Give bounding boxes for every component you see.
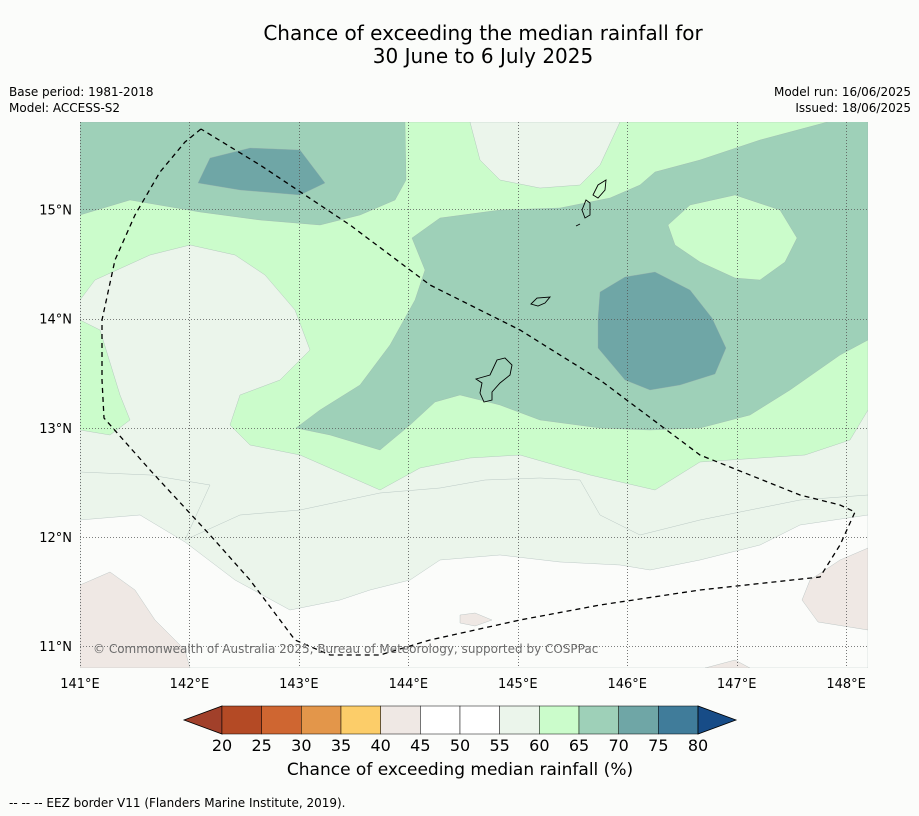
lon-tick-label: 143°E xyxy=(279,677,319,692)
colorbar-tick-label: 35 xyxy=(331,736,351,755)
lon-tick-label: 147°E xyxy=(717,677,757,692)
colorbar-over-arrow xyxy=(697,705,738,735)
island-saipan xyxy=(592,179,607,199)
lon-tick-label: 141°E xyxy=(60,677,100,692)
zone-55-60-north xyxy=(469,122,621,189)
issued-date: Issued: 18/06/2025 xyxy=(795,101,911,115)
map-plot-area: © Commonwealth of Australia 2025, Bureau… xyxy=(80,122,868,668)
latitude-labels: 15°N 14°N 13°N 12°N 11°N xyxy=(39,203,72,655)
lat-tick-label: 13°N xyxy=(39,422,72,437)
colorbar-segment xyxy=(261,705,302,735)
colorbar-segment xyxy=(301,705,342,735)
lon-tick-label: 142°E xyxy=(170,677,210,692)
zone-40-45-southeast xyxy=(801,547,868,631)
copyright-text: © Commonwealth of Australia 2025, Bureau… xyxy=(93,642,598,656)
gridlines xyxy=(80,122,868,668)
colorbar-segment xyxy=(658,705,699,735)
colorbar-tick-label: 65 xyxy=(569,736,589,755)
colorbar-tick-label: 75 xyxy=(648,736,668,755)
colorbar-tick-label: 40 xyxy=(370,736,390,755)
zone-60-65-pocket xyxy=(667,194,798,281)
colorbar-segment xyxy=(420,705,461,735)
colorbar-label: Chance of exceeding median rainfall (%) xyxy=(286,760,634,780)
eez-footnote: -- -- -- EEZ border V11 (Flanders Marine… xyxy=(9,796,346,810)
island-rota xyxy=(530,296,552,307)
lat-tick-label: 14°N xyxy=(39,313,72,328)
colorbar-segment xyxy=(340,705,381,735)
colorbar-segment xyxy=(578,705,619,735)
colorbar-tick-label: 20 xyxy=(212,736,232,755)
island-tinian xyxy=(581,199,591,219)
eez-border xyxy=(101,128,856,656)
zone-60-65-west xyxy=(80,319,131,436)
colorbar-tick-label: 25 xyxy=(251,736,271,755)
zone-40-45-bottom xyxy=(704,659,751,668)
islands xyxy=(474,179,607,403)
colorbar-tick-label: 80 xyxy=(688,736,708,755)
title-line-2: 30 June to 6 July 2025 xyxy=(372,44,594,68)
map-title: Chance of exceeding the median rainfall … xyxy=(0,22,919,68)
colorbar-tick-label: 60 xyxy=(529,736,549,755)
lat-tick-label: 15°N xyxy=(39,203,72,218)
colorbar-tick-label: 50 xyxy=(450,736,470,755)
colorbar-ticks: 20 25 30 35 40 45 50 55 60 65 70 75 80 xyxy=(212,736,708,755)
colorbar-tick-label: 70 xyxy=(608,736,628,755)
colorbar-segment xyxy=(499,705,540,735)
zone-40-45-southwest xyxy=(80,571,191,668)
colorbar-tick-label: 55 xyxy=(489,736,509,755)
colorbar-tick-label: 45 xyxy=(410,736,430,755)
zone-70-75-north xyxy=(197,147,326,196)
model-name: Model: ACCESS-S2 xyxy=(9,101,121,115)
lon-tick-label: 148°E xyxy=(826,677,866,692)
model-run: Model run: 16/06/2025 xyxy=(773,85,911,99)
lon-tick-label: 144°E xyxy=(389,677,429,692)
zone-70-75-east xyxy=(597,271,727,391)
colorbar-segment xyxy=(221,705,262,735)
lat-tick-label: 11°N xyxy=(39,640,72,655)
lon-tick-label: 146°E xyxy=(607,677,647,692)
island-aguijan xyxy=(575,223,581,227)
colorbar-under-arrow xyxy=(182,705,223,735)
longitude-labels: 141°E 142°E 143°E 144°E 145°E 146°E 147°E 148°E xyxy=(60,677,866,692)
lon-tick-label: 145°E xyxy=(498,677,538,692)
zone-45-55-inner xyxy=(80,514,868,668)
base-period: Base period: 1981-2018 xyxy=(9,85,154,99)
colorbar-segment xyxy=(459,705,500,735)
colorbar xyxy=(182,705,738,735)
colorbar-tick-label: 30 xyxy=(291,736,311,755)
island-guam xyxy=(474,357,513,403)
title-line-1: Chance of exceeding the median rainfall … xyxy=(263,21,703,45)
meta-right: Model run: 16/06/2025 Issued: 18/06/2025 xyxy=(774,84,911,116)
lat-tick-label: 12°N xyxy=(39,531,72,546)
colorbar-segment xyxy=(539,705,580,735)
colorbar-segment xyxy=(618,705,659,735)
colorbar-segment xyxy=(380,705,421,735)
zone-40-45-south-center xyxy=(459,612,493,627)
meta-left: Base period: 1981-2018 Model: ACCESS-S2 xyxy=(9,84,154,116)
